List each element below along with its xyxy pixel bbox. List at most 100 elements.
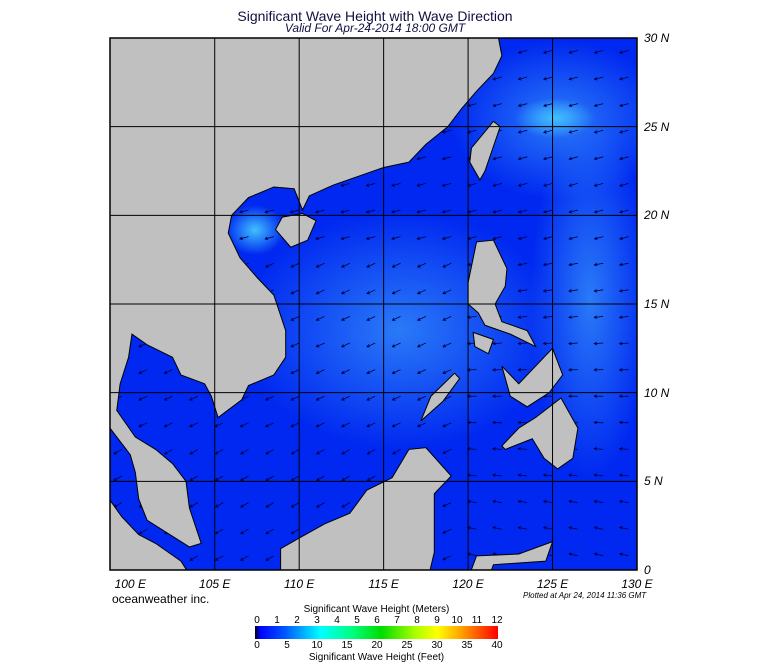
wave-arrow [442, 555, 452, 561]
wave-arrow [618, 526, 629, 530]
wave-arrow [315, 475, 325, 481]
wave-arrow [593, 183, 604, 187]
wave-arrow [265, 528, 275, 535]
wave-arrow [391, 395, 401, 401]
lon-label: 115 E [368, 577, 399, 591]
land-sulawesi [470, 540, 554, 570]
land-sumatra [110, 499, 188, 570]
wave-arrow [416, 395, 427, 401]
land-mainland-asia [110, 38, 503, 548]
wave-arrow [568, 76, 578, 81]
wave-arrow [619, 236, 629, 241]
wave-arrow [264, 262, 275, 268]
wave-arrow [619, 129, 629, 134]
wave-arrow [340, 422, 351, 428]
wave-arrow [442, 262, 452, 268]
wave-arrow [391, 183, 401, 187]
colorbar-meters-tick: 11 [471, 615, 483, 626]
wave-arrow [416, 183, 426, 187]
wave-arrow [315, 342, 325, 348]
graticule [110, 38, 637, 570]
colorbar-meters-label: Significant Wave Height (Meters) [303, 604, 450, 615]
wave-arrow [517, 129, 528, 134]
wave-arrow [163, 422, 173, 428]
wave-arrow [593, 368, 604, 372]
wave-arrow [593, 156, 604, 161]
wave-arrow [517, 103, 528, 108]
wave-arrow [391, 316, 401, 321]
wave-arrow [492, 156, 502, 161]
wave-arrow [163, 449, 173, 455]
wave-arrow [416, 369, 427, 375]
wave-arrow [492, 341, 502, 346]
wave-arrow [593, 447, 604, 451]
wave-arrow [593, 50, 604, 54]
wave-arrow [442, 502, 452, 508]
wave-arrow [315, 262, 325, 268]
wave-arrow [239, 555, 249, 561]
land-mindoro [472, 331, 495, 355]
wave-arrow [618, 394, 629, 398]
wave-arrow [542, 262, 553, 267]
wave-arrow [517, 209, 528, 214]
land-masses [110, 38, 579, 570]
lon-label: 125 E [536, 577, 569, 591]
wave-arrow [517, 289, 528, 293]
wave-arrow [188, 395, 199, 401]
wave-arrow [619, 76, 629, 81]
wave-arrow [391, 289, 401, 295]
lon-label: 130 E [621, 577, 653, 591]
wave-arrow [290, 289, 300, 295]
lon-label: 120 E [452, 577, 484, 591]
wave-arrow [290, 369, 300, 375]
wave-arrow [391, 262, 401, 268]
wave-arrow [366, 422, 376, 428]
colorbar-meters-tick: 0 [254, 615, 260, 626]
wave-arrow [290, 262, 300, 268]
wave-arrow [593, 473, 604, 477]
wave-arrow [416, 209, 426, 214]
wave-arrow [593, 526, 604, 530]
wave-arrow [366, 262, 376, 268]
wave-arrow [315, 316, 325, 321]
colorbar-meters-tick: 1 [274, 615, 280, 626]
wave-arrow [543, 103, 553, 108]
wave-arrow [593, 103, 604, 108]
wave-arrow [315, 502, 325, 508]
wave-arrow [593, 76, 604, 81]
lon-label: 105 E [199, 577, 231, 591]
wave-arrow [492, 103, 502, 108]
lon-label: 110 E [283, 577, 315, 591]
wave-arrow [593, 209, 604, 214]
wave-arrow [517, 526, 528, 530]
lat-label: 15 N [644, 297, 670, 311]
wave-arrow [568, 315, 578, 319]
wave-arrow [392, 449, 401, 455]
wave-arrow [265, 555, 275, 561]
lat-label: 20 N [644, 208, 670, 223]
wave-arrow [315, 289, 325, 295]
map-subtitle: Valid For Apr-24-2014 18:00 GMT [284, 21, 466, 35]
lat-label: 30 N [644, 31, 670, 45]
wave-arrow [441, 156, 452, 161]
wave-arrow [618, 420, 629, 425]
lat-label: 5 N [644, 474, 663, 489]
wave-arrow [568, 209, 578, 214]
wave-arrow [619, 156, 629, 161]
land-mindanao [501, 397, 579, 470]
wave-arrow [366, 449, 376, 455]
wave-arrow [619, 209, 629, 214]
wave-arrow [315, 395, 325, 401]
wave-arrow [568, 156, 578, 161]
wave-arrow [492, 473, 502, 477]
wave-arrow [340, 289, 351, 295]
lon-label: 100 E [114, 577, 146, 591]
wave-arrow [340, 342, 351, 348]
brand-label: oceanweather inc. [112, 592, 210, 606]
wave-arrow [265, 502, 275, 508]
wave-arrow [290, 502, 300, 508]
wave-arrow [265, 449, 275, 455]
wave-arrow [492, 209, 502, 214]
wave-arrow [618, 262, 629, 267]
